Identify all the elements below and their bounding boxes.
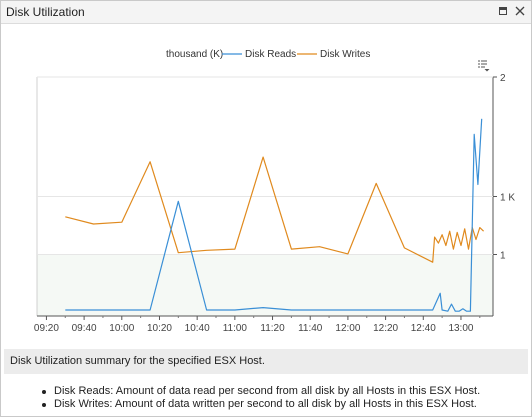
y-tick-label: 1 K (500, 193, 515, 204)
plot-lower-band (37, 254, 493, 316)
metric-descriptions: Disk Reads: Amount of data read per seco… (39, 385, 480, 411)
x-tick-label: 11:40 (298, 323, 323, 334)
series-line-disk-writes (65, 156, 485, 263)
legend-label-disk-writes: Disk Writes (320, 49, 370, 60)
legend-label-disk-reads: Disk Reads (245, 49, 296, 60)
legend-unit-label: thousand (K) (166, 49, 223, 60)
x-tick-label: 13:00 (448, 323, 473, 334)
plot-area: 2 1 K 1 09:20 09:40 10:00 10:20 10:40 11:00 11:20… (34, 73, 515, 334)
x-tick-label: 11:20 (260, 323, 285, 334)
description-disk-writes: Disk Writes: Amount of data written per … (39, 398, 480, 411)
summary-bar: Disk Utilization summary for the specifi… (4, 349, 528, 374)
x-tick-label: 10:20 (147, 323, 172, 334)
chart-legend: thousand (K) Disk Reads Disk Writes (166, 49, 370, 60)
panel-titlebar: Disk Utilization (1, 1, 531, 24)
restore-icon[interactable] (496, 4, 510, 18)
description-disk-reads: Disk Reads: Amount of data read per seco… (39, 385, 480, 398)
x-tick-label: 10:00 (109, 323, 134, 334)
x-tick-label: 09:20 (34, 323, 59, 334)
series-line-disk-reads (65, 118, 483, 312)
chart-menu-icon[interactable] (478, 60, 490, 72)
chart-svg: thousand (K) Disk Reads Disk Writes 2 1 K… (34, 49, 515, 334)
close-icon[interactable] (513, 4, 527, 18)
x-tick-label: 12:40 (411, 323, 436, 334)
x-tick-label: 09:40 (72, 323, 97, 334)
panel-title: Disk Utilization (6, 5, 85, 19)
summary-text: Disk Utilization summary for the specifi… (10, 355, 265, 367)
y-tick-label: 1 (500, 251, 506, 262)
x-tick-label: 12:20 (373, 323, 398, 334)
y-tick-label: 2 (500, 73, 506, 84)
x-tick-label: 10:40 (185, 323, 210, 334)
x-tick-label: 12:00 (335, 323, 360, 334)
disk-utilization-chart: thousand (K) Disk Reads Disk Writes 2 1 K… (4, 26, 528, 346)
x-tick-label: 11:00 (223, 323, 248, 334)
